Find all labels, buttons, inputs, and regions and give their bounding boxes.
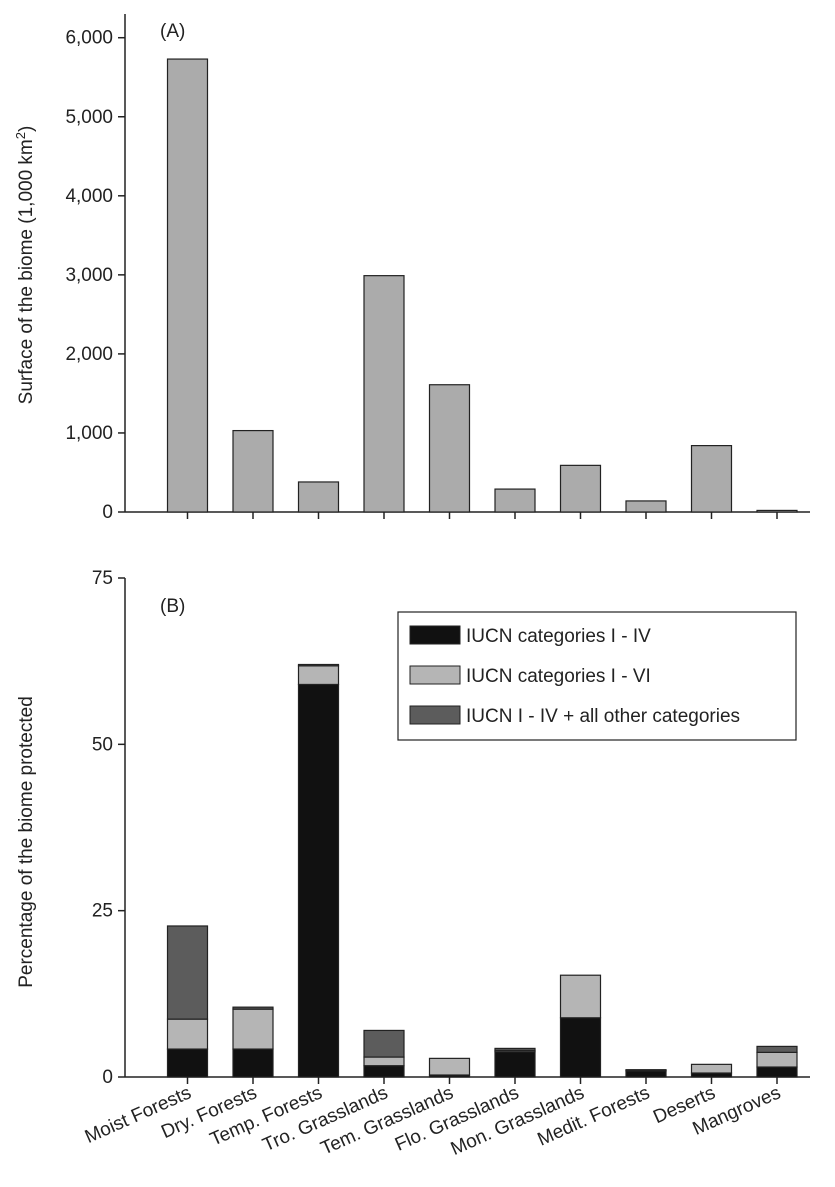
legend: IUCN categories I - IV IUCN categories I… — [397, 611, 797, 741]
bar-b-tro-grasslands-series-3 — [363, 1029, 405, 1058]
panel-b-y-ticks: 0 25 50 75 — [92, 568, 125, 1088]
bar-a-moist-forests — [166, 58, 209, 513]
bar-b-medit-forests-series-1 — [625, 1070, 667, 1078]
panel-b-y-tick-label: 0 — [102, 1067, 113, 1088]
bar-a-tem-grasslands — [428, 384, 471, 513]
bar-a-temp-forests — [297, 481, 340, 513]
legend-label-iucn-i-vi: IUCN categories I - VI — [466, 666, 651, 687]
bar-b-flo-grasslands-series-1 — [494, 1051, 536, 1078]
panel-a-y-tick-label: 1,000 — [65, 423, 113, 444]
bar-a-deserts — [690, 445, 733, 513]
legend-swatch-iucn-i-iv — [409, 625, 461, 645]
panel-b-y-axis-title: Percentage of the biome protected — [16, 696, 37, 988]
legend-label-iucn-all-other: IUCN I - IV + all other categories — [466, 706, 740, 727]
bar-b-flo-grasslands-series-3 — [494, 1047, 536, 1051]
bar-a-mangroves — [756, 509, 798, 513]
bar-b-moist-forests-series-1 — [166, 1048, 209, 1078]
panel-a-y-tick-label: 4,000 — [65, 186, 113, 207]
panel-a-y-tick-label: 0 — [102, 502, 113, 523]
bar-b-temp-forests-series-1 — [297, 683, 340, 1078]
panel-a-y-tick-label: 2,000 — [65, 344, 113, 365]
bar-b-dry-forests-series-1 — [232, 1048, 274, 1078]
bar-b-temp-forests-series-2 — [297, 665, 340, 686]
panel-b-label: (B) — [160, 596, 185, 617]
bar-b-deserts-series-2 — [690, 1063, 733, 1074]
bar-a-dry-forests — [232, 429, 274, 513]
legend-swatch-iucn-i-vi — [409, 665, 461, 685]
bar-a-medit-forests — [625, 500, 667, 513]
bar-b-dry-forests-series-3 — [232, 1006, 274, 1010]
panel-b-bars — [166, 663, 798, 1078]
bar-b-moist-forests-series-3 — [166, 925, 209, 1020]
bar-b-mangroves-series-1 — [756, 1066, 798, 1078]
panel-a-x-ticks — [186, 512, 778, 519]
panel-a: (A) Surface of the biome (1,000 km2) 0 1,… — [13, 14, 810, 523]
panel-a-y-tick-label: 3,000 — [65, 265, 113, 286]
bar-a-flo-grasslands — [494, 488, 536, 513]
bar-b-dry-forests-series-2 — [232, 1008, 274, 1050]
bar-b-mon-grasslands-series-1 — [559, 1017, 602, 1078]
bar-b-tem-grasslands-series-2 — [428, 1057, 471, 1076]
legend-label-iucn-i-iv: IUCN categories I - IV — [466, 626, 651, 647]
bar-a-tro-grasslands — [363, 275, 405, 513]
panel-b-y-tick-label: 50 — [92, 734, 113, 755]
panel-b-y-tick-label: 75 — [92, 568, 113, 589]
bar-b-moist-forests-series-2 — [166, 1018, 209, 1050]
bar-b-mangroves-series-2 — [756, 1051, 798, 1068]
bar-b-medit-forests-series-3 — [625, 1069, 667, 1071]
bar-b-temp-forests-series-3 — [297, 663, 340, 667]
legend-swatch-iucn-all-other — [409, 705, 461, 725]
legend-box — [397, 611, 797, 741]
panel-a-y-tick-label: 5,000 — [65, 107, 113, 128]
panel-a-y-ticks: 0 1,000 2,000 3,000 4,000 5,000 6,000 — [65, 28, 125, 523]
panel-b-y-tick-label: 25 — [92, 901, 113, 922]
panel-a-y-tick-label: 6,000 — [65, 28, 113, 49]
panel-b-x-ticks — [186, 1077, 778, 1084]
panel-a-y-axis-title-sup: 2 — [13, 132, 28, 139]
bar-b-tro-grasslands-series-1 — [363, 1065, 405, 1078]
bar-b-mangroves-series-3 — [756, 1045, 798, 1053]
panel-a-label: (A) — [160, 21, 185, 42]
bar-a-mon-grasslands — [559, 464, 602, 513]
bar-b-tro-grasslands-series-2 — [363, 1056, 405, 1067]
bar-b-mon-grasslands-series-2 — [559, 974, 602, 1019]
panel-b: (B) Percentage of the biome protected 0 2… — [16, 568, 810, 1160]
panel-a-bars — [166, 58, 798, 513]
panel-a-y-axis-title: Surface of the biome (1,000 km2) — [13, 126, 38, 405]
